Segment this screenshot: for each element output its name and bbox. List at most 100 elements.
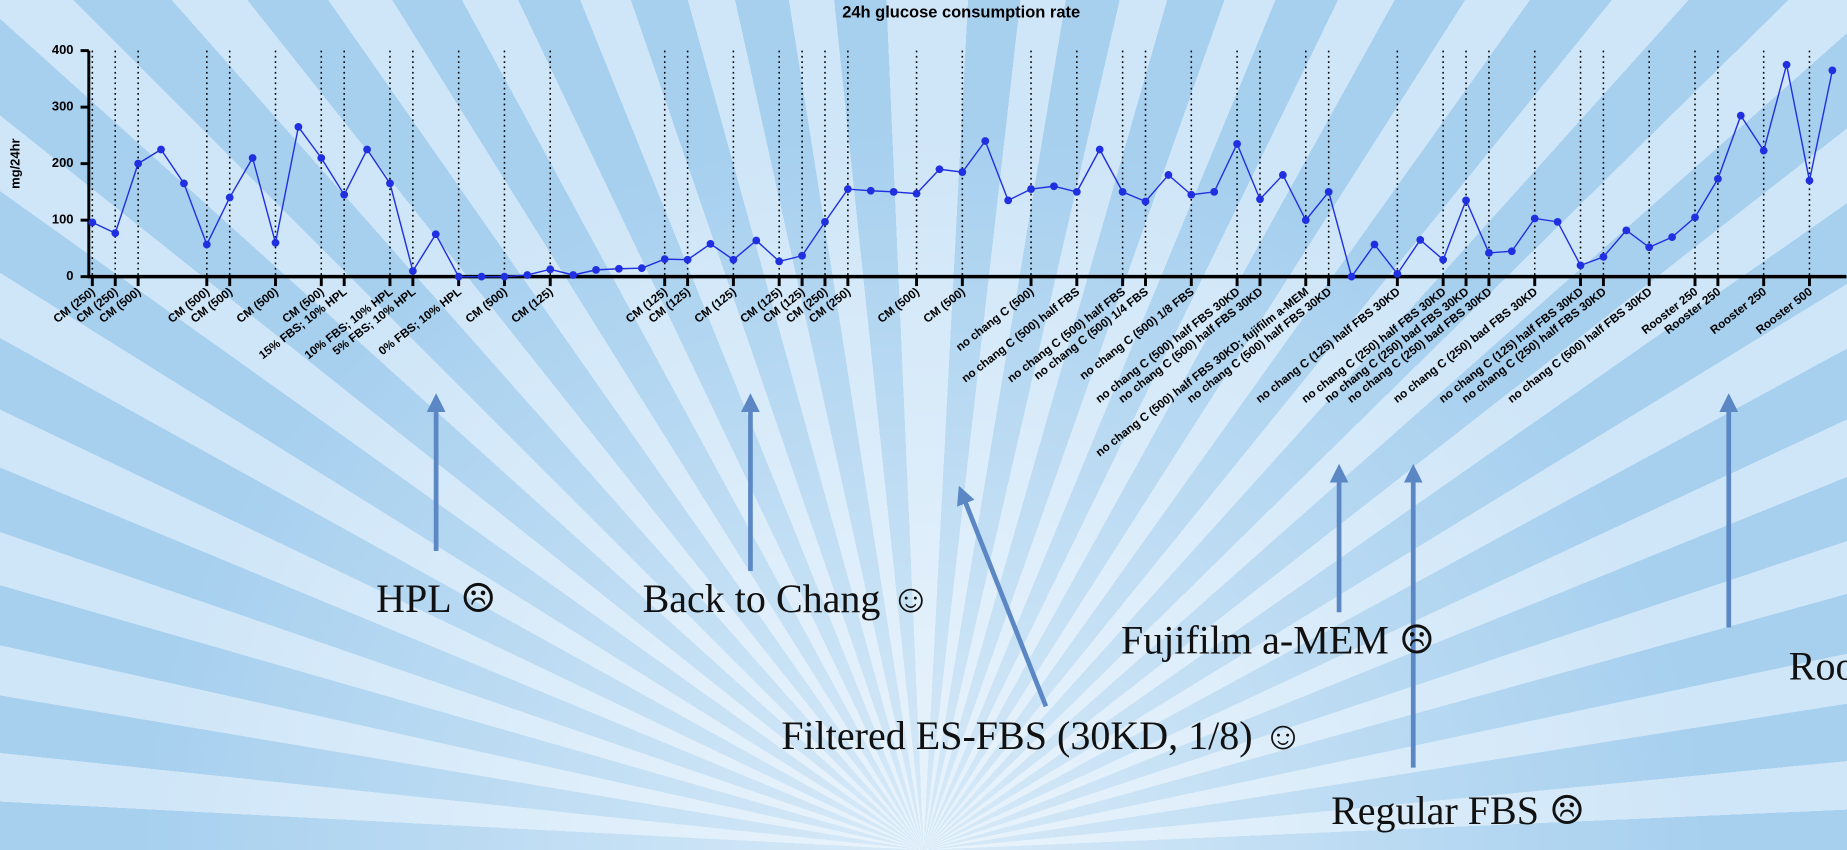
data-point	[683, 255, 692, 264]
data-point	[1462, 196, 1470, 205]
data-point	[1645, 243, 1654, 252]
data-point	[1714, 175, 1722, 183]
data-point	[1439, 255, 1448, 264]
data-point	[363, 145, 371, 154]
data-point	[660, 255, 669, 264]
annotation: Filtered ES-FBS (30KD, 1/8) ☺	[781, 713, 1303, 758]
x-tick-label: CM (500)	[921, 285, 968, 325]
data-point	[1027, 185, 1035, 193]
data-point	[1164, 171, 1173, 179]
y-tick-label: 100	[52, 212, 74, 227]
data-point	[248, 154, 257, 162]
data-point	[477, 272, 486, 281]
data-point	[1393, 269, 1402, 278]
data-point	[1233, 139, 1241, 148]
data-point	[1507, 247, 1516, 256]
data-point	[1416, 236, 1425, 244]
data-point	[134, 159, 143, 168]
data-point	[752, 236, 761, 245]
data-point	[1805, 176, 1814, 185]
data-point	[1004, 196, 1013, 205]
data-point	[454, 272, 463, 281]
arrows	[426, 393, 1739, 768]
data-point	[340, 190, 349, 199]
y-tick-label: 200	[52, 155, 74, 170]
data-point	[912, 189, 921, 198]
data-point	[225, 193, 234, 202]
data-point	[431, 230, 440, 239]
chart-title: 24h glucose consumption rate	[842, 4, 1080, 22]
data-point	[1828, 66, 1837, 75]
data-point	[157, 145, 165, 154]
annotation: Fujifilm a-MEM ☹	[1121, 617, 1435, 662]
x-tick-label: CM (125)	[509, 285, 556, 325]
data-point	[1782, 60, 1791, 69]
x-tick-label: CM (500)	[234, 285, 281, 325]
y-tick-label: 0	[66, 268, 73, 283]
data-point	[1485, 249, 1493, 257]
data-point	[935, 165, 944, 174]
data-point	[111, 229, 120, 238]
data-point	[981, 137, 990, 145]
data-point	[1347, 272, 1356, 281]
y-tick-label: 400	[52, 42, 74, 57]
annotation: HPL ☹	[376, 576, 496, 621]
data-point	[569, 271, 578, 279]
data-point	[706, 240, 715, 248]
x-tick-label: CM (500)	[463, 285, 510, 325]
data-point	[294, 123, 303, 131]
data-point	[546, 265, 555, 274]
data-point	[1278, 171, 1287, 179]
x-tick-label: CM (500)	[875, 285, 922, 325]
annotation: Regular FBS ☹	[1331, 788, 1585, 833]
data-point	[821, 217, 829, 226]
data-point	[1736, 111, 1745, 120]
data-point	[729, 255, 738, 264]
data-point	[1370, 240, 1379, 249]
data-point	[1187, 190, 1196, 199]
annotation: Back to Chang ☺	[643, 576, 932, 621]
data-point	[798, 251, 806, 260]
data-point	[317, 154, 326, 162]
data-point	[1691, 213, 1699, 222]
data-point	[1599, 252, 1608, 261]
data-point	[1301, 216, 1310, 225]
data-point	[615, 264, 623, 273]
data-point	[271, 238, 280, 247]
data-point	[1324, 188, 1333, 196]
y-tick-label: 300	[52, 99, 74, 114]
data-point	[1553, 217, 1562, 226]
data-point	[500, 272, 509, 281]
data-point	[637, 264, 646, 273]
data-point	[180, 179, 188, 188]
data-point	[1256, 195, 1264, 204]
data-point	[1050, 182, 1058, 191]
data-point	[592, 265, 600, 274]
data-point	[523, 271, 532, 279]
data-point	[408, 267, 417, 275]
data-point	[1072, 188, 1081, 196]
data-point	[1141, 197, 1150, 206]
y-axis-label: mg/24hr	[7, 138, 22, 188]
data-point	[866, 186, 875, 195]
data-point	[1210, 188, 1219, 196]
annotation: RoosterBio ☺	[1789, 643, 1847, 688]
x-tick-label: CM (125)	[692, 285, 739, 325]
data-point	[775, 257, 784, 266]
arrow	[957, 485, 1049, 708]
data-point	[1668, 233, 1676, 241]
data-point	[1095, 145, 1104, 154]
data-point	[1622, 226, 1631, 235]
data-point	[1576, 261, 1585, 270]
data-point	[1759, 146, 1768, 155]
data-point	[889, 188, 898, 196]
data-point	[88, 218, 97, 227]
data-point	[843, 185, 852, 193]
data-point	[1118, 188, 1127, 196]
data-point	[386, 179, 394, 188]
data-point	[958, 168, 967, 177]
data-point	[202, 240, 211, 249]
data-point	[1530, 214, 1539, 223]
